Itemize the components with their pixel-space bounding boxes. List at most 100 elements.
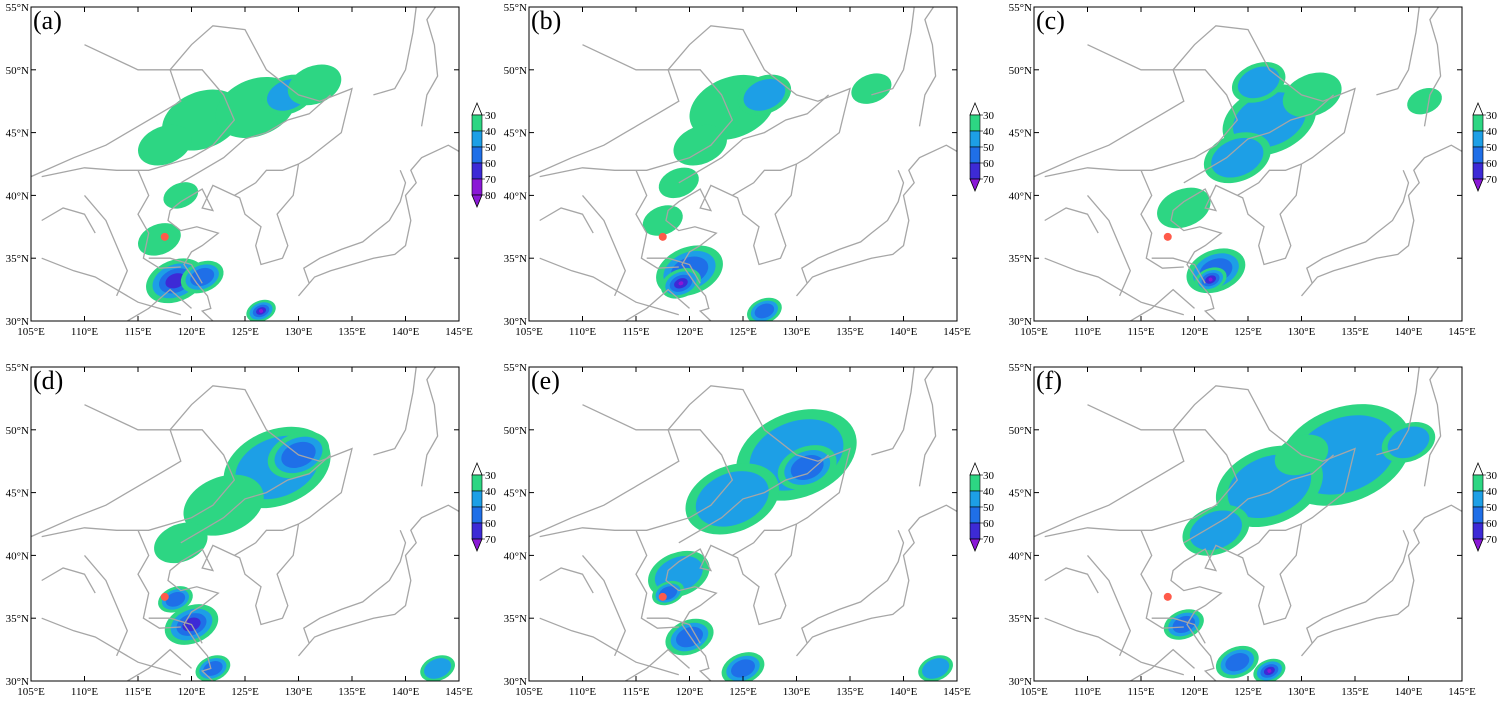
colorbar-segment <box>969 506 981 524</box>
colorbar-label: 60 <box>983 158 995 170</box>
border-line <box>624 648 690 681</box>
lon-tick-label: 110°E <box>71 686 98 698</box>
map-panel-4: 105°E 110°E 115°E 120°E 125°E 130°E 135°E 140°E… <box>6 362 497 698</box>
colorbar-label: 50 <box>1486 502 1497 514</box>
map-frame <box>528 6 958 322</box>
border-line <box>148 617 203 644</box>
border-line <box>1236 163 1302 196</box>
echo-cell <box>195 655 231 681</box>
map-panel-1: 105°E 110°E 115°E 120°E 125°E 130°E 135°E 140°E… <box>6 2 497 338</box>
lon-tick-label: 120°E <box>178 686 206 698</box>
lon-tick-label: 145°E <box>445 686 473 698</box>
colorbar-label: 50 <box>1486 142 1497 154</box>
colorbar: 30 40 50 60 70 <box>1472 101 1497 193</box>
lon-tick-label: 115°E <box>622 686 649 698</box>
border-line <box>1044 617 1184 676</box>
colorbar-label: 30 <box>485 110 497 122</box>
lon-tick-label: 125°E <box>729 326 757 338</box>
lat-tick-label: 50°N <box>6 425 29 437</box>
lon-tick-label: 125°E <box>1234 326 1262 338</box>
lon-tick-label: 135°E <box>1341 326 1369 338</box>
border-line <box>1236 523 1302 556</box>
colorbar-label: 50 <box>485 502 497 514</box>
panel-label: (a) <box>33 6 62 35</box>
border-line <box>635 530 679 629</box>
lon-tick-label: 130°E <box>783 686 811 698</box>
border-line <box>41 44 236 178</box>
lon-tick-label: 110°E <box>1074 686 1101 698</box>
border-line <box>646 617 701 644</box>
map-area <box>1034 367 1462 681</box>
border-line <box>678 94 830 184</box>
coastline <box>1423 367 1442 487</box>
border-line <box>539 567 594 594</box>
lon-tick-label: 130°E <box>1288 686 1316 698</box>
colorbar-label: 70 <box>1486 174 1497 186</box>
colorbar-segment <box>969 130 981 148</box>
border-line <box>233 523 299 556</box>
coastline <box>665 523 798 681</box>
colorbar-segment <box>1472 114 1484 132</box>
lat-tick-label: 35°N <box>1009 613 1032 625</box>
coastline <box>420 367 439 487</box>
colorbar-label: 50 <box>983 502 995 514</box>
lon-tick-label: 130°E <box>285 326 313 338</box>
lon-tick-label: 110°E <box>1074 326 1101 338</box>
colorbar-extend-top <box>969 461 981 476</box>
colorbar-label: 50 <box>485 142 497 154</box>
coastline <box>298 504 459 657</box>
coastline <box>1301 504 1462 657</box>
echo-cell <box>1381 422 1436 463</box>
lat-tick-label: 40°N <box>1009 190 1032 202</box>
border-line <box>731 163 797 196</box>
map-panel-3: 105°E 110°E 115°E 120°E 125°E 130°E 135°E 140°E… <box>1009 2 1497 338</box>
lon-tick-label: 135°E <box>1341 686 1369 698</box>
echo-cell <box>138 124 192 166</box>
border-line <box>539 404 734 538</box>
lon-tick-label: 135°E <box>836 686 864 698</box>
colorbar-extend-bottom <box>471 538 483 553</box>
lat-tick-label: 30°N <box>6 676 29 688</box>
border-line <box>41 207 96 234</box>
lon-tick-label: 145°E <box>1448 686 1476 698</box>
echo-cell <box>851 73 892 104</box>
colorbar-label: 30 <box>1486 110 1497 122</box>
border-line <box>1183 94 1335 184</box>
panel-label: (d) <box>33 366 63 395</box>
echo-cell <box>918 655 953 681</box>
colorbar-extend-bottom <box>969 178 981 193</box>
lon-tick-label: 105°E <box>17 686 45 698</box>
coastline <box>1170 163 1303 321</box>
lat-tick-label: 40°N <box>504 550 527 562</box>
colorbar-label: 80 <box>485 190 497 202</box>
lat-tick-label: 55°N <box>504 2 527 14</box>
coastline <box>373 7 417 96</box>
panel-label: (b) <box>531 6 561 35</box>
coastline <box>801 530 905 644</box>
lon-tick-label: 110°E <box>569 686 596 698</box>
coastline <box>529 385 851 538</box>
lat-tick-label: 35°N <box>504 253 527 265</box>
border-line <box>1140 530 1184 629</box>
colorbar-extend-bottom <box>1472 178 1484 193</box>
colorbar-segment <box>471 474 483 492</box>
colorbar-label: 70 <box>983 534 995 546</box>
coastline <box>167 523 300 681</box>
colorbar-segment <box>969 162 981 180</box>
map-frame <box>30 6 460 322</box>
lat-tick-label: 35°N <box>1009 253 1032 265</box>
border-line <box>582 194 627 297</box>
lat-tick-label: 55°N <box>1009 362 1032 374</box>
echo-cell <box>737 74 792 116</box>
border-line <box>539 257 679 316</box>
coastline <box>1376 7 1420 96</box>
echo-cell <box>642 205 683 236</box>
lon-tick-label: 105°E <box>1020 686 1048 698</box>
echo-cell <box>1157 187 1211 229</box>
lat-tick-label: 50°N <box>504 65 527 77</box>
coastline <box>1034 25 1356 178</box>
echo-cell <box>1282 72 1342 118</box>
colorbar-extend-bottom <box>471 194 483 209</box>
colorbar-label: 60 <box>485 158 497 170</box>
colorbar-label: 70 <box>1486 534 1497 546</box>
